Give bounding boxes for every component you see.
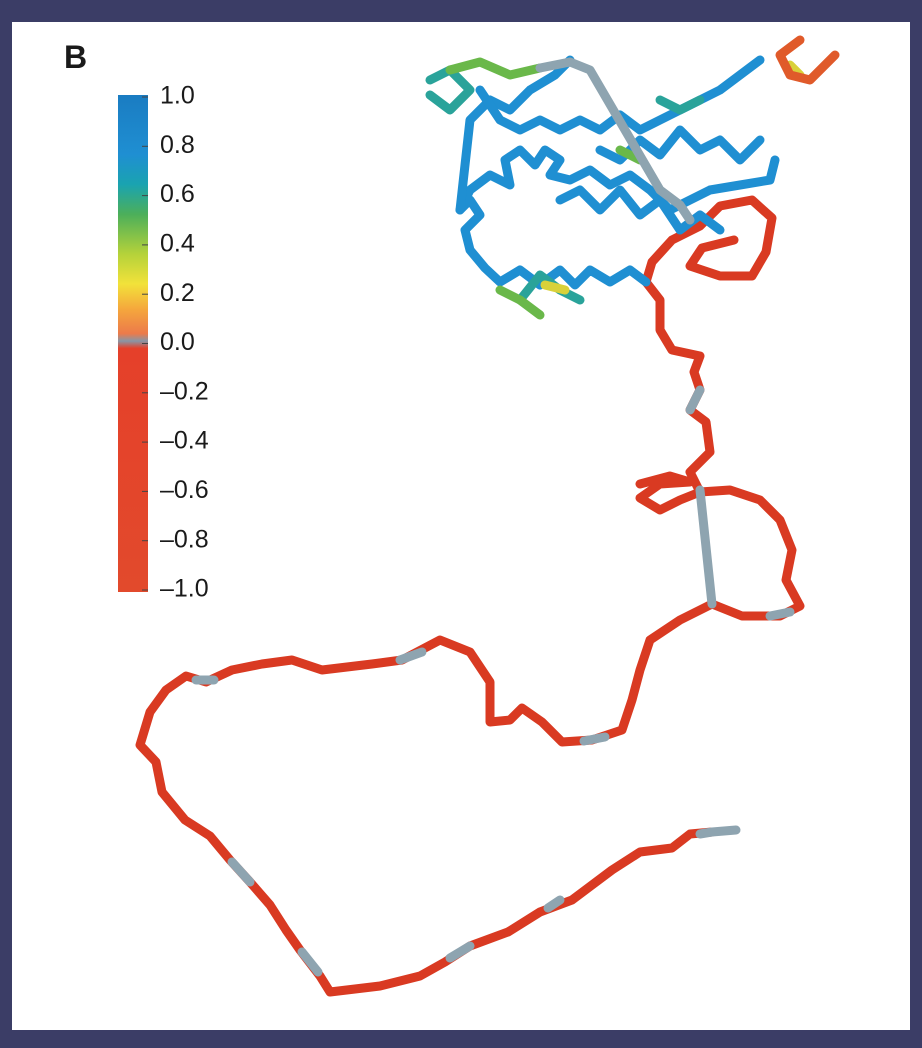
tube-loop bbox=[635, 471, 705, 515]
colorbar-tick-label: 0.2 bbox=[160, 279, 195, 307]
colorbar-tick-label: 0.8 bbox=[160, 131, 195, 159]
colorbar-ticks: 1.0 0.8 0.6 0.4 0.2 0.0 –0.2 –0.4 –0.6 –0.8 –1.0 bbox=[142, 82, 209, 603]
panel-label: B bbox=[64, 39, 87, 75]
tube-gray-segments bbox=[191, 385, 795, 977]
tube-folded-gray bbox=[535, 57, 695, 225]
colorbar-tick-label: –1.0 bbox=[160, 575, 209, 603]
colorbar-tick-label: 0.0 bbox=[160, 328, 195, 356]
colorbar-tick-label: 1.0 bbox=[160, 82, 195, 110]
colorbar-tick-label: –0.8 bbox=[160, 525, 209, 553]
colorbar-tick-label: –0.4 bbox=[160, 427, 209, 455]
colorbar-tick-label: 0.4 bbox=[160, 230, 195, 258]
colorbar-tick-label: –0.6 bbox=[160, 476, 209, 504]
colorbar-tick-label: –0.2 bbox=[160, 377, 209, 405]
tube-end bbox=[775, 35, 840, 85]
colorbar-tick-label: 0.6 bbox=[160, 180, 195, 208]
